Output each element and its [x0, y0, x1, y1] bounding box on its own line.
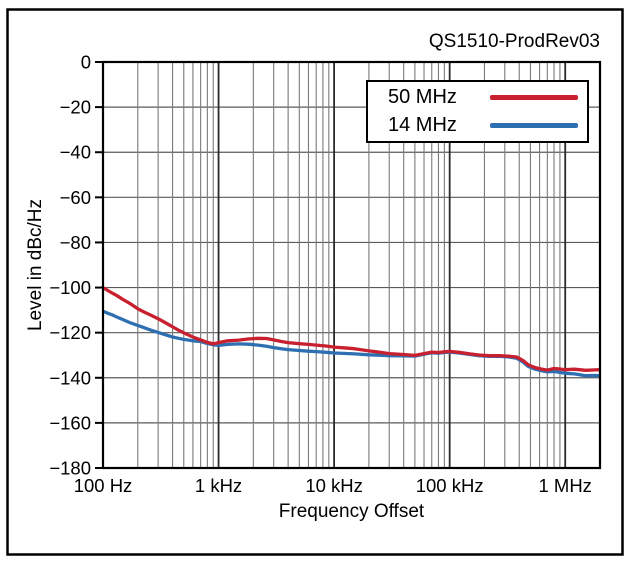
y-tick-label: −40: [60, 142, 91, 163]
plot-frame: [101, 60, 602, 470]
chart-title: QS1510-ProdRev03: [428, 31, 600, 52]
x-tick-label: 100 Hz: [74, 475, 133, 496]
x-tick-label: 100 kHz: [416, 475, 484, 496]
legend-label-50mhz: 50 MHz: [388, 86, 457, 108]
y-tick-label: 0: [81, 52, 91, 73]
x-tick-label: 10 kHz: [305, 475, 363, 496]
legend-item-14mhz: 14 MHz: [388, 114, 587, 137]
figure-border: [6, 8, 624, 556]
y-tick-label: −60: [60, 187, 91, 208]
y-tick-label: −140: [49, 367, 91, 388]
legend-line-50mhz-swatch: [490, 95, 578, 100]
legend-line-14mhz-swatch: [490, 123, 578, 128]
y-tick-label: −80: [60, 232, 91, 253]
x-tick-label: 1 kHz: [195, 475, 242, 496]
y-tick-label: −180: [49, 458, 91, 479]
y-axis-title: Level in dBc/Hz: [25, 198, 46, 332]
legend-item-50mhz: 50 MHz: [388, 86, 587, 109]
series-line-50mhz: [103, 285, 600, 372]
x-axis-title: Frequency Offset: [278, 501, 425, 522]
legend: 50 MHz 14 MHz: [366, 80, 589, 143]
y-tick-label: −20: [60, 97, 91, 118]
legend-label-14mhz: 14 MHz: [388, 114, 457, 136]
x-tick-label: 1 MHz: [538, 475, 591, 496]
y-tick-label: −120: [49, 322, 91, 343]
y-tick-label: −160: [49, 412, 91, 433]
y-tick-label: −100: [49, 277, 91, 298]
